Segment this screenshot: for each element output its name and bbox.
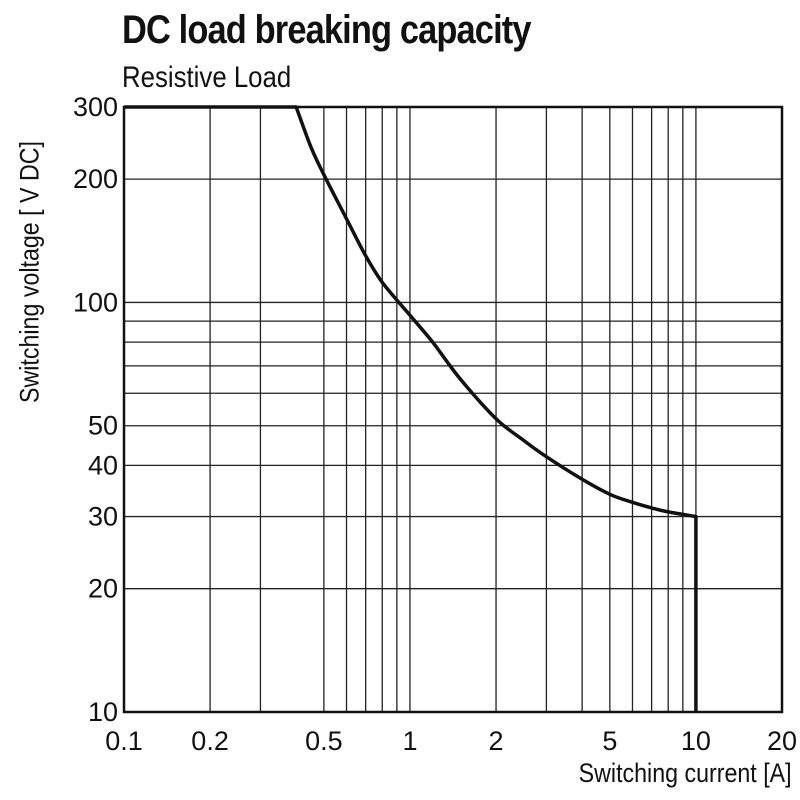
- y-tick-label: 30: [88, 502, 118, 532]
- x-tick-labels: 0.1 0.2 0.5 1 2 5 10 20: [105, 726, 797, 756]
- y-tick-label: 300: [73, 92, 118, 122]
- x-tick-label: 0.5: [305, 726, 343, 756]
- x-tick-label: 1: [402, 726, 417, 756]
- y-tick-label: 20: [88, 574, 118, 604]
- y-tick-label: 100: [73, 287, 118, 317]
- chart-subtitle: Resistive Load: [122, 61, 292, 94]
- plot-frame: [122, 105, 784, 714]
- grid-lines: [124, 107, 782, 712]
- y-tick-label: 40: [88, 450, 118, 480]
- y-tick-label: 50: [88, 411, 118, 441]
- y-tick-label: 10: [88, 697, 118, 727]
- x-tick-label: 0.2: [191, 726, 229, 756]
- x-axis-label: Switching current [A]: [579, 758, 792, 788]
- series-line: [124, 105, 698, 712]
- x-tick-label: 5: [602, 726, 617, 756]
- y-tick-label: 200: [73, 164, 118, 194]
- x-tick-label: 10: [681, 726, 711, 756]
- series-group: [124, 105, 698, 712]
- chart-title: DC load breaking capacity: [122, 8, 531, 52]
- y-tick-labels: 10 20 30 40 50 100 200 300: [73, 92, 118, 727]
- x-tick-label: 2: [489, 726, 504, 756]
- x-tick-label: 0.1: [105, 726, 143, 756]
- x-tick-label: 20: [767, 726, 797, 756]
